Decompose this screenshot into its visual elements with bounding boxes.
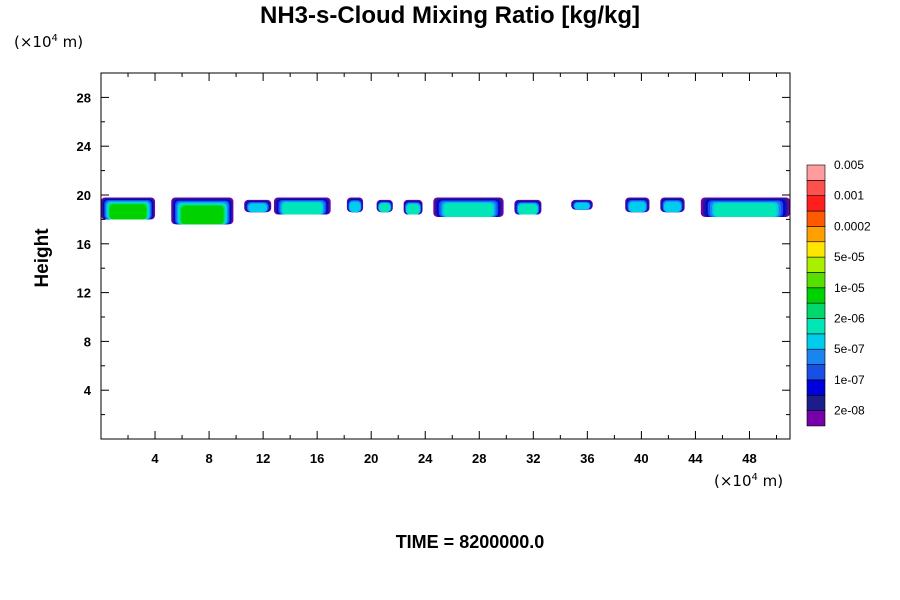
x-tick-label: 4 [151,451,159,466]
colorbar-label: 0.0002 [834,219,871,233]
y-tick-label: 12 [77,286,91,301]
colorbar-swatch [806,195,826,212]
cloud-contour-band [349,201,361,213]
y-axis-unit: (×104 m) [14,33,84,51]
colorbar-label: 5e-07 [834,342,865,356]
cloud-contour-band [379,203,391,213]
colorbar-swatch [806,348,826,365]
colorbar-swatch [806,394,826,411]
y-tick-label: 16 [77,237,91,252]
cloud-contour-band [109,204,147,220]
cloud-contour-band [714,203,777,217]
colorbar-swatch [806,226,826,243]
colorbar-swatch [806,318,826,335]
x-tick-label: 28 [472,451,486,466]
x-tick-label: 32 [526,451,540,466]
y-tick-label: 8 [84,334,91,349]
x-tick-label: 20 [364,451,378,466]
x-tick-label: 40 [634,451,648,466]
cloud-patch [625,197,650,213]
cloud-contour-band [663,201,681,213]
colorbar-swatch [806,164,826,181]
colorbar-label: 5e-05 [834,250,865,264]
cloud-contour-band [518,204,538,215]
colorbar-swatch [806,302,826,319]
cloud-contour-band [248,203,268,213]
colorbar-swatch [806,272,826,289]
colorbar-swatch [806,287,826,304]
cloud-patch [376,199,393,213]
cloud-contour-band [406,204,420,215]
cloud-contour-band [628,201,646,213]
y-tick-label: 4 [84,383,92,398]
x-tick-label: 24 [418,451,433,466]
colorbar-label: 0.005 [834,158,864,172]
x-tick-label: 12 [256,451,270,466]
colorbar-label: 2e-06 [834,312,865,326]
colorbar-swatch [806,241,826,258]
cloud-patch [346,197,364,213]
colorbar-swatch [806,180,826,197]
cloud-patch [433,197,504,217]
colorbar-swatch [806,210,826,227]
x-axis-unit: (×104 m) [714,472,784,490]
time-label: TIME = 8200000.0 [395,532,545,552]
cloud-patch [571,199,593,210]
x-tick-label: 44 [688,451,703,466]
cloud-field [101,197,790,225]
colorbar: 2e-08 1e-07 5e-07 2e-06 1e-05 5e-05 0.0002 0.00… [806,158,871,427]
x-tick-label: 36 [580,451,594,466]
cloud-patch [700,197,790,217]
cloud-contour-band [574,202,590,210]
x-tick-label: 8 [205,451,212,466]
x-tick-label: 48 [742,451,756,466]
cloud-patch [403,199,423,215]
colorbar-swatch [806,410,826,427]
cloud-contour-band [444,203,493,217]
cloud-patch [660,197,685,213]
colorbar-label: 2e-08 [834,404,865,418]
colorbar-label: 1e-05 [834,281,865,295]
cloud-contour-band [181,205,224,225]
cloud-patch [273,197,331,215]
colorbar-swatch [806,379,826,396]
plot-frame [100,72,791,440]
y-tick-label: 24 [77,139,92,154]
colorbar-label: 0.001 [834,189,864,203]
cloud-patch [244,199,272,213]
cloud-patch [171,197,234,225]
cloud-contour-band [282,202,322,215]
colorbar-label: 1e-07 [834,373,865,387]
y-tick-label: 20 [77,188,91,203]
colorbar-swatch [806,333,826,350]
page-title: NH3-s-Cloud Mixing Ratio [kg/kg] [260,2,640,29]
y-tick-label: 28 [77,90,91,105]
colorbar-swatch [806,364,826,381]
x-tick-label: 16 [310,451,324,466]
colorbar-swatch [806,256,826,273]
cloud-patch [101,197,156,220]
cloud-patch [514,199,542,215]
